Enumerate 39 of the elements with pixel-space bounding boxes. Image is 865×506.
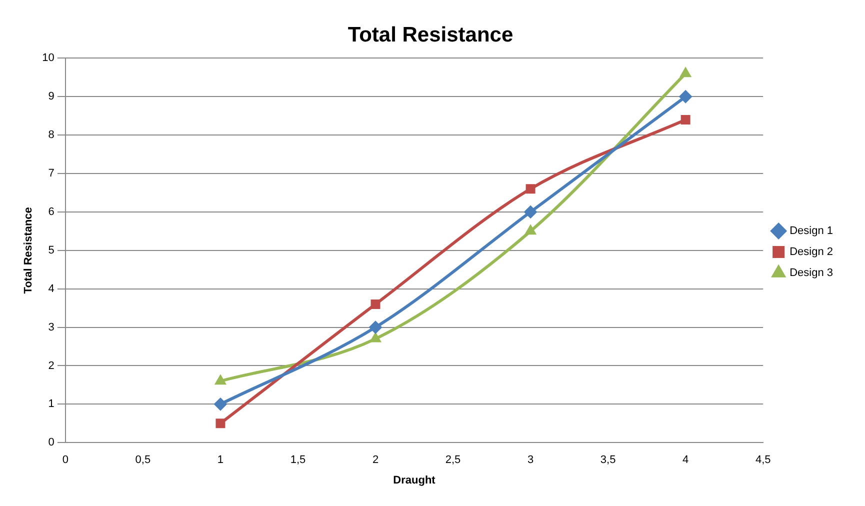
x-tick-label: 4 — [682, 454, 689, 466]
point — [214, 374, 226, 385]
y-tick-label: 1 — [48, 398, 54, 410]
y-tick-label: 10 — [42, 52, 54, 64]
chart-title: Total Resistance — [348, 23, 514, 46]
y-axis-title: Total Resistance — [22, 207, 35, 294]
y-tick-label: 7 — [48, 168, 54, 180]
point — [680, 67, 692, 78]
point — [524, 205, 538, 218]
legend-label: Design 2 — [790, 246, 834, 258]
y-tick-label: 5 — [48, 244, 54, 256]
point — [370, 332, 382, 342]
point — [679, 90, 692, 104]
y-tick-label: 8 — [48, 129, 54, 142]
y-tick-label: 0 — [48, 436, 54, 449]
point — [680, 114, 690, 124]
point — [216, 418, 226, 428]
y-tick-label: 4 — [48, 282, 54, 295]
x-tick-label: 1,5 — [290, 454, 306, 466]
x-axis-title: Draught — [393, 474, 436, 486]
point — [369, 320, 382, 334]
x-tick-label: 3,5 — [600, 454, 616, 466]
x-tick-label: 1 — [217, 454, 224, 466]
y-tick-label: 2 — [48, 360, 54, 372]
legend-label: Design 3 — [790, 267, 834, 280]
legend-label: Design 1 — [790, 225, 834, 238]
x-tick-label: 0,5 — [135, 454, 151, 466]
x-tick-label: 3 — [527, 454, 534, 466]
y-tick-label: 3 — [48, 321, 54, 334]
point — [370, 299, 380, 309]
x-tick-label: 4,5 — [755, 454, 771, 466]
x-tick-label: 2,5 — [445, 454, 461, 466]
y-tick-label: 9 — [48, 90, 54, 103]
x-tick-label: 0 — [62, 454, 68, 466]
y-tick-label: 6 — [48, 206, 54, 218]
point — [526, 184, 536, 194]
x-tick-label: 2 — [372, 454, 379, 466]
point — [524, 224, 536, 235]
point — [214, 398, 227, 411]
